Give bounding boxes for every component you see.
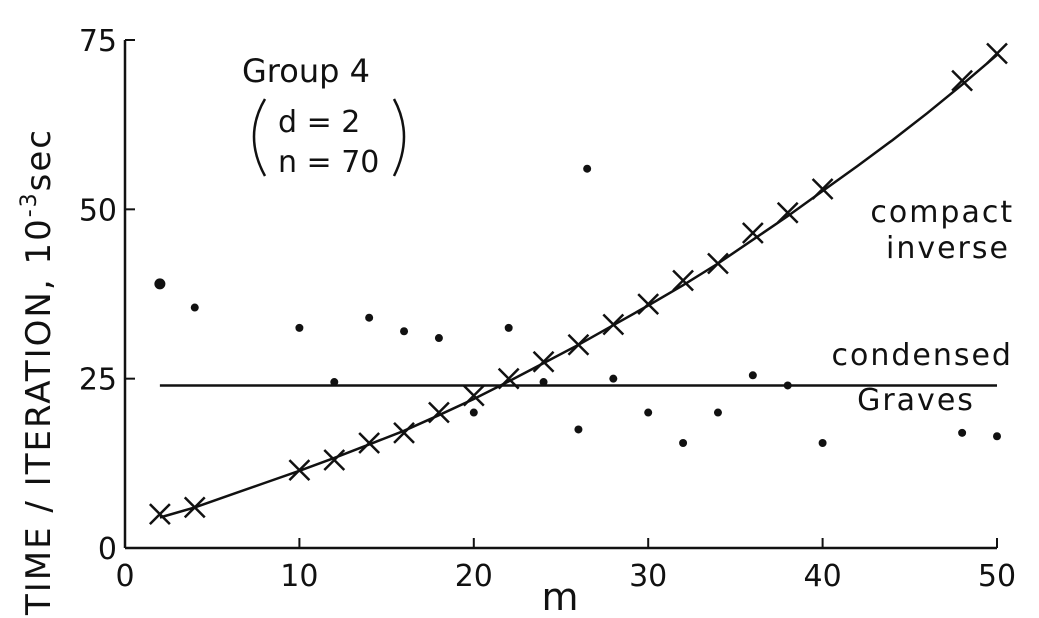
scatter-dot (993, 432, 1001, 441)
y-tick-label: 25 (79, 363, 117, 398)
x-tick-label: 0 (115, 559, 134, 594)
series-0-marker (567, 333, 590, 356)
series-0-marker (602, 313, 625, 336)
axes: 0 10 20 30 40 50 0 25 50 75 (79, 24, 1016, 594)
scatter-dot (574, 425, 583, 434)
scatter-dot (783, 381, 792, 390)
param-n: n = 70 (278, 145, 379, 180)
series-0-marker (462, 384, 485, 407)
series-0-marker (776, 201, 799, 224)
scatter-dot (748, 371, 757, 380)
series-0-marker (986, 42, 1008, 65)
scatter-dot (713, 408, 722, 417)
y-axis-label-exponent: -3 (17, 191, 42, 217)
series-0-marker (811, 178, 834, 200)
series-label-condensed-graves: condensed Graves (831, 338, 1024, 418)
scatter-dot (644, 408, 653, 417)
series-0-marker (707, 252, 729, 275)
scatter-dot (504, 323, 513, 332)
series-0-marker (672, 269, 694, 292)
series-label-condensed-graves-line2: Graves (857, 383, 975, 418)
series-0-marker (288, 459, 311, 481)
scatter-dot (583, 164, 592, 173)
series-label-compact-inverse-line1: compact (870, 195, 1014, 230)
scatter-dot (469, 408, 478, 417)
series-0-marker (183, 496, 206, 519)
x-tick-label: 50 (978, 559, 1016, 594)
x-ticks: 0 10 20 30 40 50 (115, 538, 1016, 594)
scatter-dot (365, 313, 374, 322)
scatter-dot (330, 378, 339, 387)
y-tick-label: 75 (79, 24, 117, 59)
x-tick-label: 40 (804, 559, 842, 594)
y-axis-label-unit: sec (19, 128, 59, 191)
series-0-marker (393, 421, 415, 444)
series-0-marker (532, 350, 555, 373)
series-label-compact-inverse: compact inverse (870, 195, 1025, 266)
scatter-dot (958, 428, 967, 437)
series-0-marker (358, 432, 381, 454)
right-paren (392, 98, 406, 177)
series-0-marker (428, 401, 450, 424)
x-tick-label: 30 (629, 559, 667, 594)
series-0-marker (741, 222, 764, 244)
group-annotation: Group 4 d = 2 n = 70 (242, 52, 406, 180)
x-tick-label: 20 (455, 559, 493, 594)
scatter-dot (434, 334, 443, 343)
y-ticks: 0 25 50 75 (79, 24, 135, 567)
series-label-compact-inverse-line2: inverse (886, 231, 1010, 266)
left-paren (252, 98, 267, 177)
series-0-marker (148, 503, 171, 526)
scatter-dots-layer (154, 164, 1001, 448)
param-d: d = 2 (278, 105, 360, 140)
series-0-marker (951, 69, 974, 92)
scatter-dot (818, 439, 827, 448)
scatter-dot (609, 374, 618, 383)
series-layer (148, 42, 1008, 526)
y-tick-label: 0 (98, 532, 117, 567)
scatter-dot (539, 378, 548, 387)
y-axis-label-main: TIME / ITERATION, 10 (19, 217, 59, 616)
y-axis-label: TIME / ITERATION, 10-3sec (17, 128, 59, 616)
scatter-dot (295, 323, 304, 332)
scatter-dot (154, 278, 166, 290)
series-0-marker (323, 449, 346, 471)
series-0-marker (637, 293, 660, 316)
x-tick-label: 10 (280, 559, 318, 594)
x-axis-label: m (541, 575, 578, 618)
scatter-dot (400, 327, 409, 336)
series-label-condensed-graves-line1: condensed (831, 338, 1013, 373)
group-title: Group 4 (242, 52, 370, 90)
scatter-dot (190, 303, 199, 312)
y-tick-label: 50 (79, 193, 117, 228)
scatter-dot (679, 439, 688, 448)
